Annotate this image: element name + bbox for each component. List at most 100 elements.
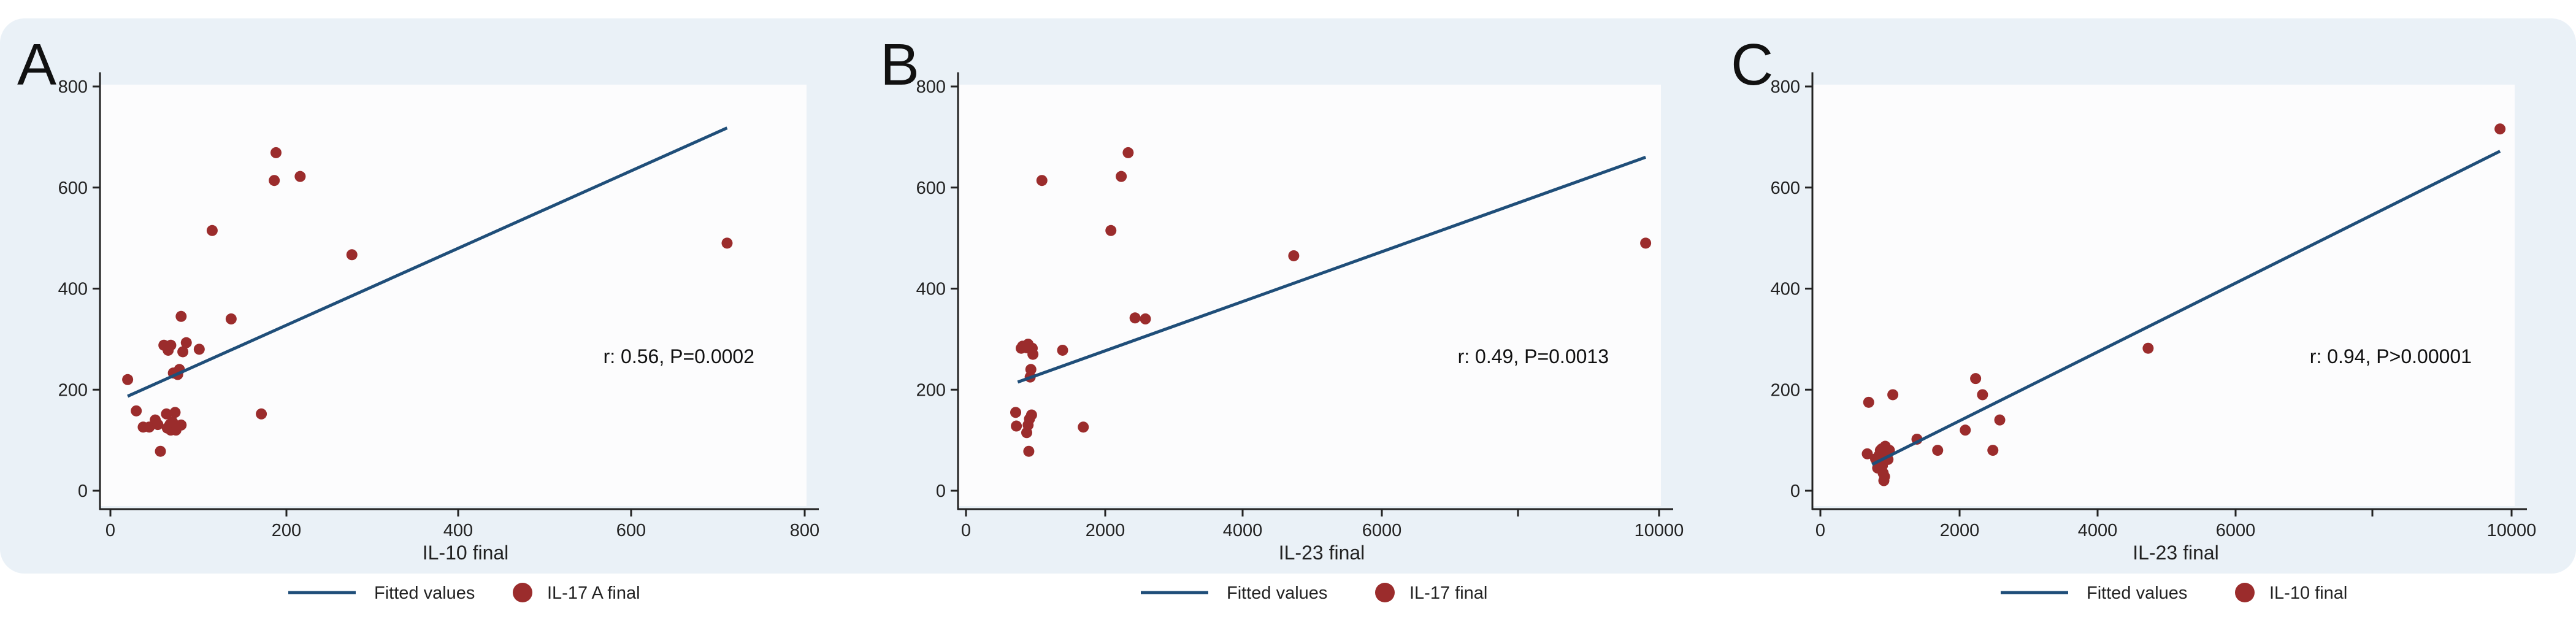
data-point: [1960, 424, 1971, 436]
data-point: [1970, 373, 1982, 385]
y-tick-label: 0: [936, 482, 946, 501]
data-point: [1011, 420, 1022, 432]
data-point: [1640, 237, 1652, 249]
data-point: [131, 405, 142, 417]
y-tick-label: 800: [58, 77, 88, 97]
legend-c: Fitted values IL-10 final: [2001, 583, 2347, 603]
x-tick-label: 200: [272, 521, 301, 540]
y-tick-label: 800: [916, 77, 946, 97]
data-point: [175, 310, 187, 322]
y-tick-label: 600: [1771, 179, 1800, 198]
data-point: [346, 249, 358, 261]
data-point: [2142, 342, 2154, 354]
x-tick-label: 0: [1815, 521, 1825, 540]
y-tick-label: 200: [916, 380, 946, 400]
data-point: [152, 419, 164, 431]
x-tick-label: 2000: [1086, 521, 1125, 540]
x-tick-label: 2000: [1940, 521, 1980, 540]
data-point: [175, 419, 187, 431]
y-tick-label: 0: [78, 482, 88, 501]
x-tick-label: 6000: [1362, 521, 1402, 540]
y-tick-label: 400: [916, 280, 946, 299]
x-tick-label: 0: [961, 521, 971, 540]
data-point: [1025, 364, 1037, 375]
legend-marker-swatch: [2235, 583, 2255, 602]
x-tick-label: 10000: [1635, 521, 1684, 540]
x-tick-label: 800: [790, 521, 819, 540]
plot-area-a: [100, 85, 807, 506]
x-tick-label: 600: [616, 521, 646, 540]
panel-letter-b: B: [880, 32, 919, 98]
x-axis-title-c: IL-23 final: [2133, 542, 2219, 564]
data-point: [269, 175, 280, 186]
correlation-annotation-c: r: 0.94, P>0.00001: [2310, 345, 2472, 367]
data-point: [193, 344, 205, 355]
legend-a: Fitted values IL-17 A final: [288, 583, 640, 603]
fitted-line: [1871, 150, 2501, 466]
data-point: [1863, 396, 1874, 408]
data-point: [1010, 407, 1021, 418]
data-point: [1023, 445, 1035, 457]
data-point: [1027, 348, 1039, 360]
data-point: [1025, 409, 1037, 421]
legend-label-fitted: Fitted values: [2087, 583, 2187, 603]
data-point: [1078, 421, 1089, 433]
data-point: [155, 445, 166, 457]
correlation-annotation-b: r: 0.49, P=0.0013: [1458, 345, 1609, 367]
y-tick-label: 0: [1790, 482, 1800, 501]
data-point: [1977, 389, 1988, 401]
x-axis-title-b: IL-23 final: [1279, 542, 1365, 564]
data-point: [1994, 414, 2006, 426]
data-point: [1861, 448, 1873, 459]
data-point: [2494, 123, 2506, 135]
panel-letter-a: A: [17, 32, 56, 98]
data-point: [1122, 147, 1134, 158]
data-point: [1057, 344, 1068, 356]
y-tick-label: 400: [58, 280, 88, 299]
data-point: [1129, 312, 1141, 324]
chart-panel-b: B 0 200 400 600 800 0 2000 4000 6000 10000 IL-23 fi…: [880, 32, 1684, 603]
data-point: [161, 408, 172, 420]
legend-label-series: IL-10 final: [2269, 583, 2347, 603]
data-point: [1288, 250, 1300, 261]
legend-marker-swatch: [513, 583, 532, 602]
data-point: [122, 374, 134, 385]
y-tick-label: 600: [916, 179, 946, 198]
data-point: [177, 346, 189, 358]
data-point: [256, 408, 267, 420]
legend-b: Fitted values IL-17 final: [1141, 583, 1487, 603]
legend-label-fitted: Fitted values: [374, 583, 475, 603]
x-tick-label: 400: [443, 521, 473, 540]
legend-label-series: IL-17 A final: [547, 583, 640, 603]
data-point: [225, 313, 237, 324]
data-point: [294, 171, 306, 182]
data-point: [1140, 313, 1151, 324]
chart-panel-a: A 0 200 400 600 800 0 200 400 600 800 IL-10 final r:…: [17, 32, 819, 603]
fitted-line: [127, 126, 728, 398]
y-tick-label: 400: [1771, 280, 1800, 299]
y-tick-label: 600: [58, 179, 88, 198]
data-point: [1116, 171, 1127, 182]
data-point: [169, 407, 181, 418]
chart-panel-c: C 0 200 400 600 800 0 2000 4000 6000 10000 IL-23 fi…: [1731, 32, 2536, 603]
panel-letter-c: C: [1731, 32, 1773, 98]
data-point: [1887, 389, 1899, 401]
x-tick-label: 6000: [2216, 521, 2256, 540]
y-tick-label: 800: [1771, 77, 1800, 97]
data-point: [1036, 175, 1048, 186]
plot-area-b: [958, 85, 1661, 506]
y-tick-label: 200: [58, 380, 88, 400]
legend-marker-swatch: [1375, 583, 1395, 602]
data-point: [1932, 445, 1944, 456]
legend-label-fitted: Fitted values: [1227, 583, 1327, 603]
x-tick-label: 0: [105, 521, 115, 540]
data-point: [270, 147, 282, 158]
correlation-annotation-a: r: 0.56, P=0.0002: [604, 345, 754, 367]
data-point: [206, 225, 218, 236]
data-point: [1879, 470, 1890, 482]
data-point: [1987, 445, 1999, 456]
x-tick-label: 4000: [1223, 521, 1263, 540]
x-tick-label: 4000: [2078, 521, 2118, 540]
x-axis-title-a: IL-10 final: [423, 542, 509, 564]
